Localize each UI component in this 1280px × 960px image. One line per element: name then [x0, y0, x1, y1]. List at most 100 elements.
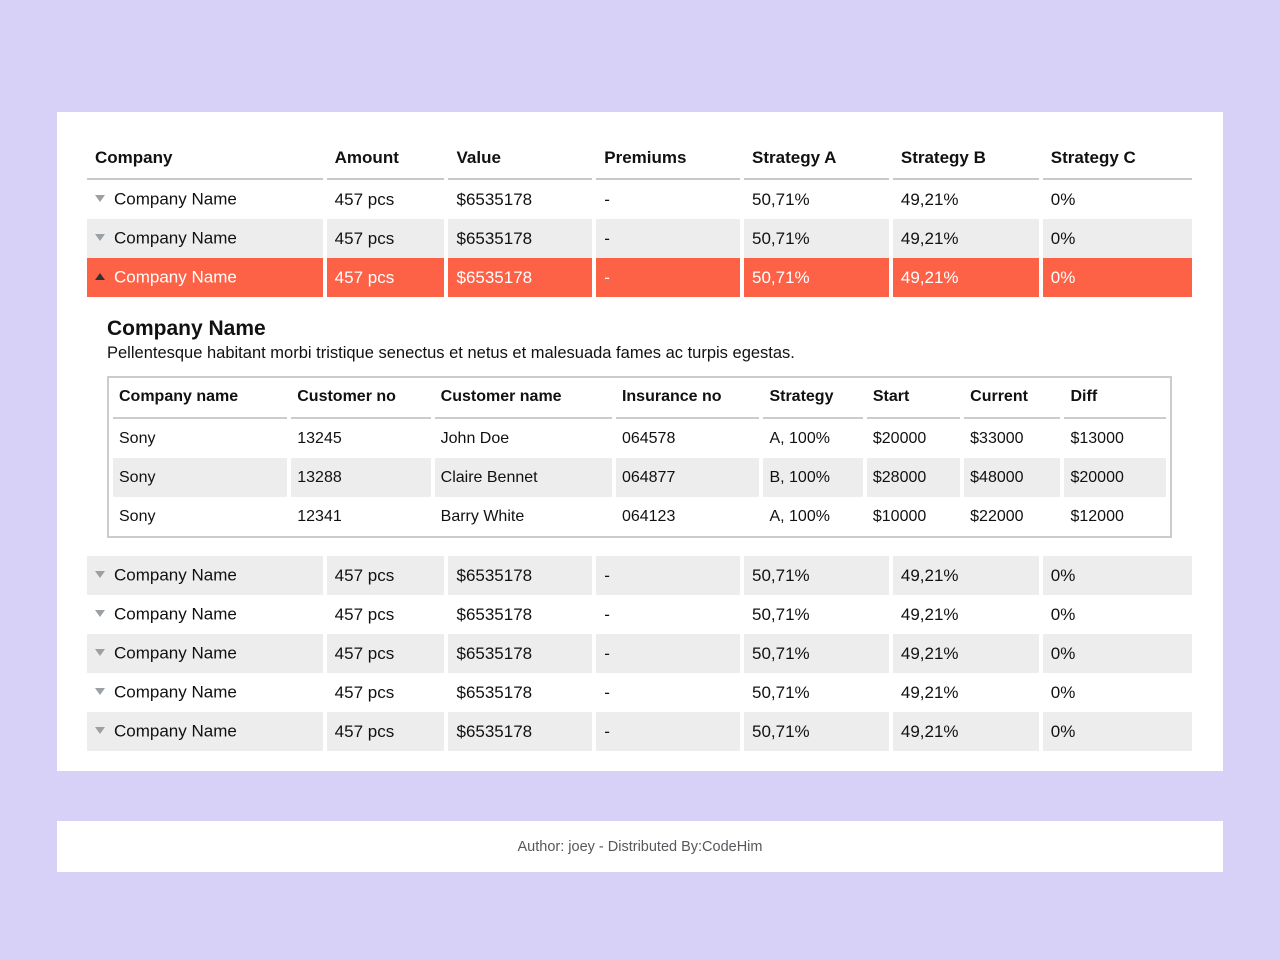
value-cell: $6535178: [448, 634, 593, 673]
triangle-down-icon: [95, 688, 105, 696]
strategy-b-cell: 49,21%: [892, 258, 1039, 297]
strategy-c-cell: 0%: [1050, 682, 1076, 702]
company-cell: Company Name: [87, 180, 323, 219]
detail-insurance-no-cell: 064578: [621, 429, 676, 447]
premiums-cell: -: [604, 604, 610, 624]
table-row[interactable]: Company Name 457 pcs $6535178 - 50,71% 4…: [87, 556, 1192, 595]
expanded-detail-row: Company Name Pellentesque habitant morbi…: [87, 297, 1192, 556]
footer-bar: Author: joey - Distributed By:CodeHim: [57, 821, 1223, 872]
company-name: Company Name: [114, 565, 237, 585]
premiums-cell: -: [604, 189, 610, 209]
triangle-down-icon: [95, 234, 105, 242]
strategy-a-cell: 50,71%: [752, 189, 810, 209]
detail-strategy-cell: B, 100%: [763, 458, 863, 497]
detail-title: Company Name: [107, 317, 266, 340]
triangle-up-icon: [95, 273, 105, 281]
detail-company-cell: Sony: [119, 507, 156, 525]
company-name: Company Name: [114, 721, 237, 741]
strategy-c-cell: 0%: [1042, 712, 1192, 751]
amount-cell: 457 pcs: [326, 219, 445, 258]
detail-insurance-no-cell: 064123: [621, 507, 676, 525]
company-name: Company Name: [114, 189, 237, 209]
table-row[interactable]: Company Name 457 pcs $6535178 - 50,71% 4…: [87, 673, 1192, 712]
detail-strategy-cell: A, 100%: [769, 507, 830, 525]
detail-customer-no-cell: 13288: [291, 458, 431, 497]
company-cell: Company Name: [87, 258, 323, 297]
detail-customer-no-cell: 13245: [297, 429, 342, 447]
detail-col-customer-name: Customer name: [434, 378, 612, 419]
amount-cell: 457 pcs: [326, 634, 445, 673]
strategy-b-cell: 49,21%: [892, 712, 1039, 751]
detail-customer-name-cell: Barry White: [440, 507, 525, 525]
detail-current-cell: $33000: [970, 429, 1024, 447]
detail-col-current: Current: [964, 378, 1061, 419]
value-cell: $6535178: [456, 682, 533, 702]
detail-strategy-cell: A, 100%: [769, 429, 830, 447]
detail-col-insurance-no: Insurance no: [615, 378, 760, 419]
detail-diff-cell: $13000: [1070, 429, 1124, 447]
table-row[interactable]: Company Name 457 pcs $6535178 - 50,71% 4…: [87, 595, 1192, 634]
expanded-detail-cell: Company Name Pellentesque habitant morbi…: [87, 297, 1192, 556]
detail-table-row: Sony 12341 Barry White 064123 A, 100% $1…: [113, 497, 1166, 536]
table-row[interactable]: Company Name 457 pcs $6535178 - 50,71% 4…: [87, 634, 1192, 673]
strategy-c-cell: 0%: [1042, 634, 1192, 673]
company-name: Company Name: [114, 682, 237, 702]
detail-customer-no-cell: 12341: [297, 507, 342, 525]
company-name: Company Name: [114, 604, 237, 624]
col-header-premiums: Premiums: [596, 128, 741, 180]
value-cell: $6535178: [448, 712, 593, 751]
detail-company-cell: Sony: [119, 429, 156, 447]
company-cell: Company Name: [87, 595, 323, 634]
amount-cell: 457 pcs: [326, 556, 445, 595]
detail-insurance-no-cell: 064877: [615, 458, 760, 497]
strategy-c-cell: 0%: [1042, 258, 1192, 297]
strategy-b-cell: 49,21%: [900, 189, 959, 209]
triangle-down-icon: [95, 195, 105, 203]
premiums-cell: -: [596, 712, 741, 751]
company-name: Company Name: [114, 228, 237, 248]
detail-table-row: Sony 13245 John Doe 064578 A, 100% $2000…: [113, 419, 1166, 458]
detail-col-diff: Diff: [1064, 378, 1166, 419]
strategy-c-cell: 0%: [1042, 556, 1192, 595]
table-card: Company Amount Value Premiums Strategy A…: [57, 112, 1223, 771]
amount-cell: 457 pcs: [334, 604, 395, 624]
value-cell: $6535178: [456, 189, 533, 209]
col-header-strategy-b: Strategy B: [892, 128, 1039, 180]
strategy-a-cell: 50,71%: [752, 682, 810, 702]
strategy-b-cell: 49,21%: [892, 556, 1039, 595]
triangle-down-icon: [95, 571, 105, 579]
triangle-down-icon: [95, 727, 105, 735]
value-cell: $6535178: [456, 604, 533, 624]
premiums-cell: -: [596, 634, 741, 673]
col-header-strategy-c: Strategy C: [1042, 128, 1192, 180]
value-cell: $6535178: [448, 556, 593, 595]
col-header-strategy-a: Strategy A: [744, 128, 889, 180]
table-row-expanded[interactable]: Company Name 457 pcs $6535178 - 50,71% 4…: [87, 258, 1192, 297]
premiums-cell: -: [596, 258, 741, 297]
strategy-a-cell: 50,71%: [744, 634, 889, 673]
strategy-a-cell: 50,71%: [744, 219, 889, 258]
table-row[interactable]: Company Name 457 pcs $6535178 - 50,71% 4…: [87, 712, 1192, 751]
detail-company-cell: Sony: [113, 458, 288, 497]
table-header-row: Company Amount Value Premiums Strategy A…: [87, 128, 1192, 180]
company-name: Company Name: [114, 643, 237, 663]
detail-current-cell: $48000: [964, 458, 1061, 497]
col-header-value: Value: [448, 128, 593, 180]
company-cell: Company Name: [87, 556, 323, 595]
customer-detail-table: Company name Customer no Customer name I…: [107, 376, 1172, 538]
strategy-a-cell: 50,71%: [744, 556, 889, 595]
company-cell: Company Name: [87, 634, 323, 673]
detail-diff-cell: $12000: [1070, 507, 1124, 525]
detail-header-row: Company name Customer no Customer name I…: [113, 378, 1166, 419]
table-row[interactable]: Company Name 457 pcs $6535178 - 50,71% 4…: [87, 219, 1192, 258]
strategy-a-cell: 50,71%: [744, 258, 889, 297]
detail-col-customer-no: Customer no: [291, 378, 431, 419]
company-cell: Company Name: [87, 712, 323, 751]
strategy-b-cell: 49,21%: [892, 634, 1039, 673]
strategy-c-cell: 0%: [1050, 604, 1076, 624]
strategy-b-cell: 49,21%: [892, 219, 1039, 258]
triangle-down-icon: [95, 649, 105, 657]
detail-start-cell: $28000: [866, 458, 961, 497]
table-row[interactable]: Company Name 457 pcs $6535178 - 50,71% 4…: [87, 180, 1192, 219]
detail-start-cell: $20000: [872, 429, 927, 447]
